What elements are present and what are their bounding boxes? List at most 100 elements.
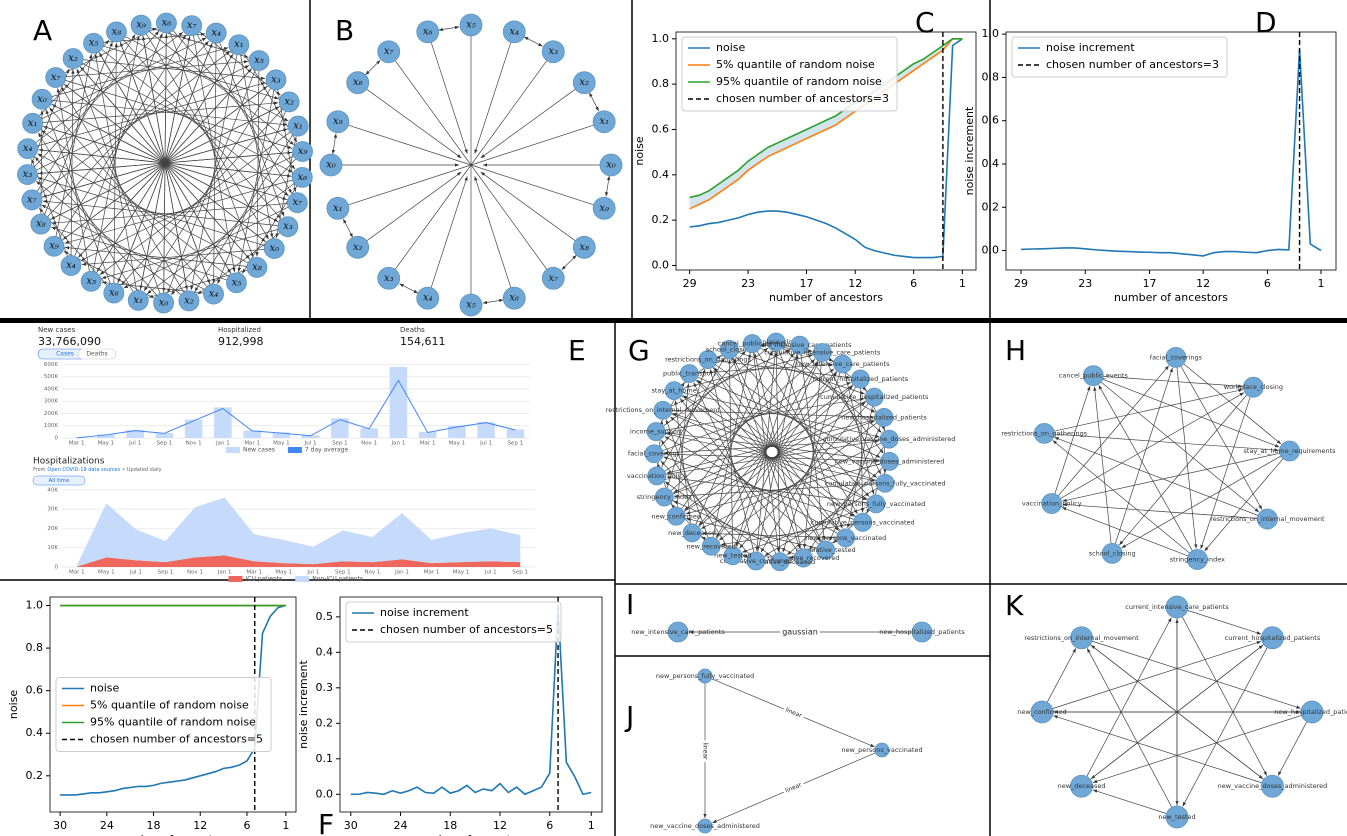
node-label: x₄ <box>209 289 219 300</box>
node-label: restrictions_on_internal_movement <box>1210 515 1325 523</box>
y-tick-label: 30K <box>47 507 58 513</box>
x-tick-label: Nov 1 <box>364 570 380 576</box>
edge <box>367 89 462 158</box>
x-tick-label: Jan 1 <box>217 570 232 576</box>
edge <box>257 71 259 257</box>
node-label: x₇ <box>293 197 303 208</box>
node-label: stringency_index <box>1170 555 1225 563</box>
x-tick-label: Sep 1 <box>512 570 528 576</box>
y-tick-label: 0.0 <box>652 258 670 271</box>
line-chart: 0.00.10.20.30.40.53024181261number of an… <box>297 597 602 836</box>
bar <box>214 407 232 438</box>
y-tick-label: 1.0 <box>982 27 1000 40</box>
line-chart: 0.20.40.60.81.03024181261number of ances… <box>7 597 296 836</box>
edge <box>481 172 576 241</box>
edge <box>475 42 511 153</box>
node-label: x₉ <box>136 20 146 31</box>
edge <box>389 53 471 165</box>
y-axis-label: noise increment <box>297 659 310 748</box>
node-label: x₁ <box>234 39 244 50</box>
x-tick-label: 18 <box>443 819 457 832</box>
stat-name: Deaths <box>400 326 425 334</box>
dashboard-chart: 010K20K30K40KMar 1May 1Jul 1Sep 1Nov 1Ja… <box>47 487 535 582</box>
edge <box>366 60 381 75</box>
node-label: new_persons_fully_vaccinated <box>827 500 925 508</box>
y-tick-label: 0.4 <box>982 157 1000 170</box>
node-label: x₂ <box>184 295 194 306</box>
node-label: x₁ <box>133 295 143 306</box>
x-tick-label: 12 <box>493 819 507 832</box>
node-label: x₁ <box>28 118 38 129</box>
node-label: x₆ <box>297 172 307 183</box>
node-label: new_hospitalized_patients <box>841 413 927 421</box>
y-tick-label: 0.8 <box>26 641 44 654</box>
node-label: x₀ <box>326 160 336 171</box>
node-label: cancel_public_events <box>718 340 788 348</box>
node-label: x₇ <box>27 194 37 205</box>
y-tick-label: 0.4 <box>316 645 334 658</box>
x-tick-label: Mar 1 <box>69 570 85 576</box>
y-tick-label: 0.2 <box>316 716 334 729</box>
edge-label: linear <box>784 706 803 719</box>
node-label: x₃ <box>384 273 394 284</box>
legend-label: noise increment <box>380 606 469 619</box>
node-label: x₀ <box>606 160 616 171</box>
node-label: restrictions_on_gatherings <box>665 356 751 364</box>
node-label: x₄ <box>211 27 221 38</box>
x-tick-label: 12 <box>1196 277 1210 290</box>
node-label: x₄ <box>66 260 76 271</box>
edge <box>65 80 292 148</box>
x-tick-label: 24 <box>394 819 408 832</box>
area <box>77 498 520 567</box>
node-label: x₃ <box>23 169 33 180</box>
legend-label: noise <box>90 682 119 695</box>
node-label: new_recovered <box>687 542 736 550</box>
node-label: x₂ <box>68 53 78 64</box>
node-label: x₁ <box>293 121 303 132</box>
y-tick-label: 0.2 <box>982 200 1000 213</box>
edge <box>38 133 133 292</box>
y-tick-label: 40K <box>47 487 58 493</box>
node-label: new_vaccine_doses_administered <box>1218 782 1328 790</box>
separator <box>0 318 1347 323</box>
edge <box>1053 716 1262 783</box>
panel-label: D <box>1255 6 1277 39</box>
edge <box>471 165 603 208</box>
y-axis-label: noise increment <box>963 106 976 195</box>
node-label: x₃ <box>283 221 293 232</box>
y-tick-label: 0.3 <box>316 681 334 694</box>
panel-label: B <box>335 14 354 47</box>
node-label: new_vaccine_doses_administered <box>835 457 945 465</box>
node-label: x₄ <box>423 293 433 304</box>
y-tick-label: 400K <box>44 386 58 392</box>
panel-label: J <box>624 700 634 733</box>
node-label: new_tested <box>1158 813 1195 821</box>
node-label: restrictions_on_internal_movement <box>606 406 721 414</box>
node-label: x₆ <box>423 26 433 37</box>
y-tick-label: 100K <box>44 423 58 429</box>
node-label: x₄ <box>23 143 33 154</box>
tab-label: Deaths <box>86 351 107 358</box>
edge <box>431 176 467 287</box>
edge <box>1094 387 1111 544</box>
node-label: x₇ <box>187 20 197 31</box>
y-tick-label: 0.6 <box>982 114 1000 127</box>
edge <box>475 176 511 287</box>
edge <box>43 103 279 123</box>
edge <box>1053 440 1190 553</box>
x-tick-label: 12 <box>848 277 862 290</box>
x-tick-label: 30 <box>344 819 358 832</box>
x-tick-label: 1 <box>1318 277 1325 290</box>
source-part: Open COVID-19 data sources <box>47 467 120 473</box>
edge <box>1093 790 1167 814</box>
x-tick-label: May 1 <box>98 570 115 576</box>
node-label: cumulative_vaccine_doses_administered <box>823 435 955 443</box>
x-tick-label: Jul 1 <box>484 570 497 576</box>
bar <box>507 429 525 438</box>
node-label: current_hospitalized_patients <box>813 375 909 383</box>
panel-label: H <box>1005 334 1026 367</box>
x-tick-label: Jan 1 <box>215 441 230 447</box>
edge <box>524 37 543 46</box>
node-label: vaccination_policy <box>627 472 687 480</box>
node-label: x₅ <box>466 300 476 311</box>
